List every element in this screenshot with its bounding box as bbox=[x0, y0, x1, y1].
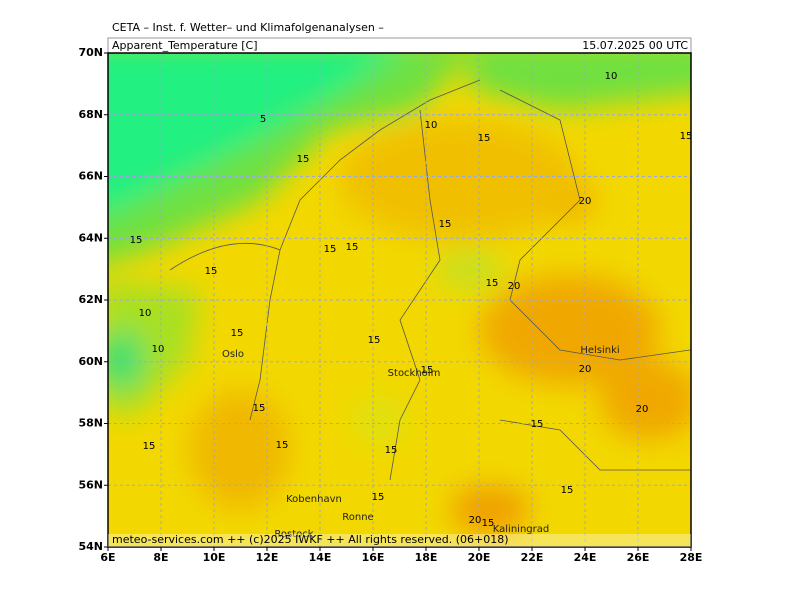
field bbox=[108, 53, 691, 547]
contour-label: 10 bbox=[605, 71, 618, 82]
x-tick-label: 10E bbox=[203, 551, 226, 564]
contour-label: 20 bbox=[508, 281, 521, 292]
y-tick-label: 58N bbox=[78, 417, 103, 430]
coastline bbox=[499, 89, 691, 361]
contour-label: 15 bbox=[680, 131, 693, 142]
x-tick-label: 20E bbox=[468, 551, 491, 564]
contour-label: 15 bbox=[231, 328, 244, 339]
border bbox=[499, 419, 690, 471]
contour-label: 15 bbox=[346, 242, 359, 253]
x-tick-label: 12E bbox=[256, 551, 279, 564]
axis-ticks: 6E 8E 10E 12E 14E 16E 18E 20E 22E 24E 26E 28E 54N 56N… bbox=[78, 46, 702, 564]
city-label: Stockholm bbox=[388, 368, 441, 379]
city-label: Oslo bbox=[222, 349, 244, 360]
contour-label: 15 bbox=[385, 445, 398, 456]
contour-label: 15 bbox=[482, 518, 495, 529]
city-label: Kobenhavn bbox=[286, 494, 342, 505]
x-tick-label: 6E bbox=[100, 551, 115, 564]
contour-label: 15 bbox=[130, 235, 143, 246]
city-label: Helsinki bbox=[580, 345, 619, 356]
y-tick-label: 56N bbox=[78, 478, 103, 491]
contour-label: 5 bbox=[260, 114, 266, 125]
x-tick-label: 26E bbox=[627, 551, 650, 564]
contour-label: 15 bbox=[372, 492, 385, 503]
contour-label: 10 bbox=[152, 344, 165, 355]
y-tick-label: 68N bbox=[78, 108, 103, 121]
border bbox=[249, 249, 281, 421]
y-tick-label: 64N bbox=[78, 231, 103, 244]
contour-label: 10 bbox=[139, 308, 152, 319]
contour-label: 10 bbox=[425, 120, 438, 131]
contour-label: 15 bbox=[561, 485, 574, 496]
contour-label: 15 bbox=[205, 266, 218, 277]
coastline bbox=[389, 109, 441, 481]
contour-label: 15 bbox=[531, 419, 544, 430]
contour-label: 15 bbox=[297, 154, 310, 165]
y-tick-label: 60N bbox=[78, 355, 103, 368]
contour-label: 20 bbox=[469, 515, 482, 526]
contour-label: 15 bbox=[439, 219, 452, 230]
city-label: Rostock bbox=[274, 529, 313, 540]
contour-label: 15 bbox=[421, 365, 434, 376]
header-parameter: Apparent_Temperature [C] bbox=[112, 39, 258, 52]
x-tick-label: 28E bbox=[680, 551, 703, 564]
y-tick-label: 66N bbox=[78, 170, 103, 183]
x-tick-label: 24E bbox=[574, 551, 597, 564]
header-institute: CETA – Inst. f. Wetter– und Klimafolgena… bbox=[112, 21, 384, 34]
y-tick-label: 54N bbox=[78, 540, 103, 553]
x-tick-label: 16E bbox=[362, 551, 385, 564]
contour-label: 15 bbox=[368, 335, 381, 346]
border bbox=[169, 79, 481, 271]
contour-label: 20 bbox=[636, 404, 649, 415]
header-valid-time: 15.07.2025 00 UTC bbox=[582, 39, 688, 52]
contour-label: 15 bbox=[143, 441, 156, 452]
contour-label: 15 bbox=[253, 403, 266, 414]
y-tick-label: 70N bbox=[78, 46, 103, 59]
contour-label: 20 bbox=[579, 196, 592, 207]
contour-label: 15 bbox=[324, 244, 337, 255]
contour-label: 15 bbox=[478, 133, 491, 144]
city-label: Ronne bbox=[342, 512, 373, 523]
footer: meteo-services.com ++ (c)2025 IWKF ++ Al… bbox=[112, 533, 509, 546]
y-tick-label: 62N bbox=[78, 293, 103, 306]
x-tick-label: 22E bbox=[521, 551, 544, 564]
contour-label: 20 bbox=[579, 364, 592, 375]
contour-label: 15 bbox=[486, 278, 499, 289]
x-tick-label: 8E bbox=[153, 551, 168, 564]
footer-band bbox=[108, 534, 691, 547]
x-tick-label: 14E bbox=[309, 551, 332, 564]
contour-label: 15 bbox=[276, 440, 289, 451]
x-tick-label: 18E bbox=[415, 551, 438, 564]
city-label: Kaliningrad bbox=[493, 524, 549, 535]
